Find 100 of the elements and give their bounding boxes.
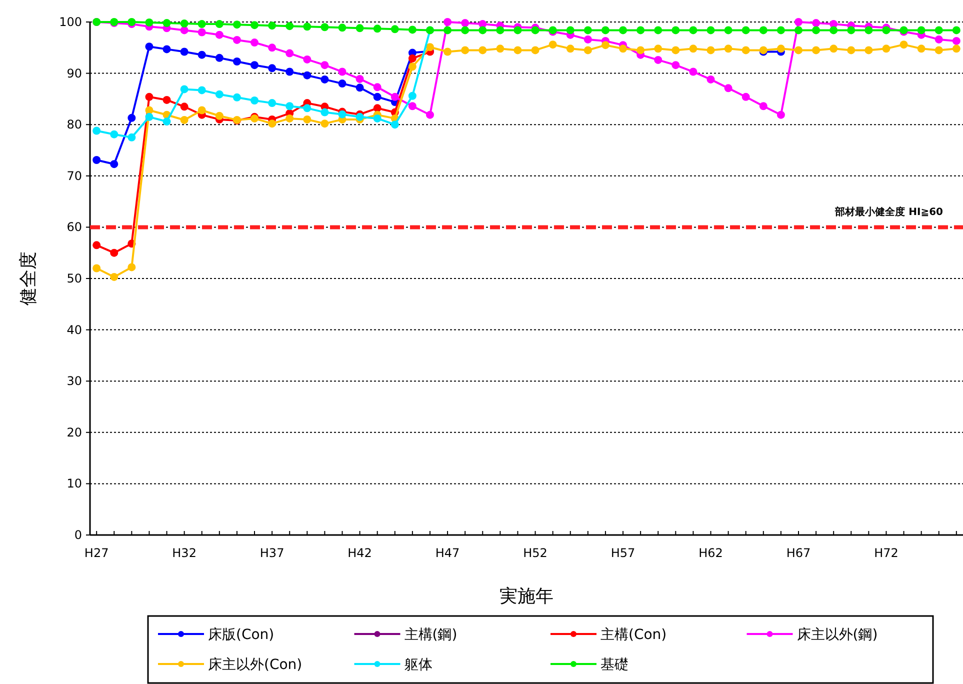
y-tick-label: 80 [66,118,82,132]
point [356,24,364,32]
point [444,26,452,34]
legend-label: 主構(鋼) [404,627,458,643]
point [514,46,522,54]
point [426,110,434,119]
point [232,20,241,29]
point [268,99,276,108]
x-tick-label: H67 [786,546,811,560]
point [444,18,452,26]
point [514,26,522,34]
point [917,26,926,34]
point [601,41,610,50]
point [180,20,188,28]
y-tick-label: 100 [59,15,82,29]
point [338,68,346,76]
point [426,43,434,52]
point [847,26,856,34]
y-tick-label: 70 [66,168,82,183]
y-tick-label: 50 [66,272,82,286]
point [373,114,382,122]
point [286,102,294,110]
y-axis-title: 健全度 [18,252,39,306]
point [847,46,856,54]
y-tick-label: 90 [66,66,82,80]
point [478,46,487,54]
point [198,106,206,114]
point [356,112,364,121]
point [250,21,259,30]
point [110,160,118,168]
point [759,102,768,110]
x-tick-label: H52 [523,546,548,560]
point [373,83,382,92]
point [724,26,732,34]
point [496,26,504,34]
point [864,46,873,54]
point [531,26,540,34]
point [408,54,416,62]
x-axis-title: 実施年 [500,586,554,607]
point [198,20,206,28]
point [338,110,346,118]
point [303,22,312,31]
point [198,50,206,59]
point [619,26,628,34]
point [934,46,943,54]
point [444,48,452,56]
y-tick-label: 0 [74,528,82,542]
point [812,26,820,34]
ref-line-label: 部材最小健全度 HI≧60 [834,206,944,218]
point [461,46,470,54]
point [830,44,838,53]
point [180,85,188,94]
point [145,18,154,27]
point [128,133,136,142]
point [742,92,750,101]
point [268,120,276,128]
point [320,61,329,70]
legend-label: 床主以外(鋼) [796,627,878,643]
point [180,26,188,34]
point [952,44,960,53]
point [952,26,960,34]
point [162,45,171,54]
legend-label: 躯体 [404,657,432,673]
y-tick-label: 20 [66,425,82,440]
point [128,18,136,26]
point [934,26,943,34]
point [373,24,382,33]
point [672,46,680,54]
point [776,44,785,53]
point [531,46,540,54]
point [92,241,101,250]
y-tick-label: 10 [66,476,82,491]
point [286,114,294,122]
point [215,90,224,98]
point [619,44,628,53]
point [215,112,224,120]
point [110,272,118,281]
point [496,44,504,53]
point [338,24,346,32]
x-tick-label: H32 [172,546,196,560]
point [706,46,715,54]
point [390,25,399,34]
point [584,35,592,44]
point [303,104,312,112]
y-tick-label: 60 [66,220,82,234]
point [408,62,416,71]
point [584,46,592,54]
point [232,58,241,66]
point [373,92,382,101]
point [356,74,364,83]
point [408,26,416,34]
x-tick-label: H62 [698,546,723,560]
point [408,102,416,110]
point [584,26,592,34]
point [180,102,188,111]
point [689,26,698,34]
point [110,248,118,257]
x-tick-label: H72 [874,546,898,560]
x-tick-label: H37 [260,546,284,560]
point [812,19,820,28]
